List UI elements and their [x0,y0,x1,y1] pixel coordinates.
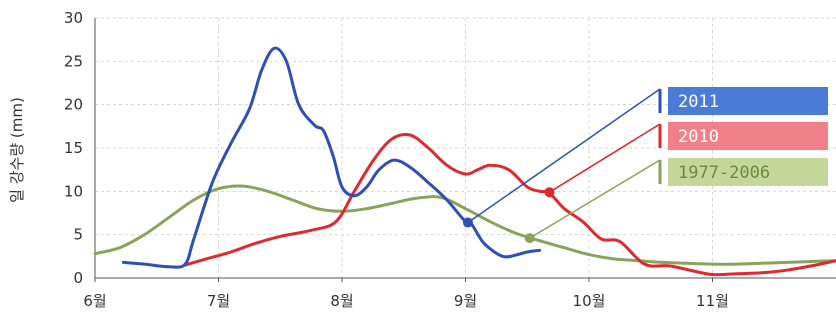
legend-label-2010: 2010 [678,127,719,147]
y-tick-label: 20 [64,96,83,114]
y-tick-label: 25 [64,52,83,70]
series-line-2011 [121,46,542,269]
legend-swatch-2011 [668,87,828,115]
callout-marker-2011 [462,217,473,228]
y-axis-label: 일 강수량 (mm) [8,97,26,203]
series-line-1977-2006 [93,184,836,266]
axis-layer [94,18,836,279]
y-tick-label: 0 [73,269,83,287]
y-tick-label: 15 [64,139,83,157]
callout-layer [462,88,661,244]
y-tick-label: 10 [64,182,83,200]
series-layer [93,46,836,277]
legend: 2011 2010 1977-2006 [658,87,828,186]
legend-swatch-2010 [668,122,828,150]
legend-label-2011: 2011 [678,92,719,112]
legend-swatch-1977-2006 [668,158,828,186]
series-line-2010 [183,132,836,277]
x-tick-labels: 6월 7월 8월 9월 10월 11월 [83,292,729,310]
x-tick-label: 11월 [696,292,729,310]
x-tick-label: 6월 [83,292,106,310]
callout-marker-1977-2006 [524,233,535,244]
grid-layer [94,17,836,282]
x-tick-label: 9월 [454,292,477,310]
callout-marker-2010 [544,187,555,198]
y-tick-label: 30 [64,9,83,27]
legend-label-1977-2006: 1977-2006 [678,163,770,183]
callout-line-2010 [549,123,661,193]
x-tick-label: 7월 [207,292,230,310]
callout-line-2011 [467,88,661,224]
x-tick-label: 10월 [573,292,606,310]
y-tick-labels: 0 5 10 15 20 25 30 [64,9,83,287]
y-tick-label: 5 [73,226,83,244]
x-tick-label: 8월 [330,292,353,310]
callout-line-1977-2006 [529,159,661,239]
